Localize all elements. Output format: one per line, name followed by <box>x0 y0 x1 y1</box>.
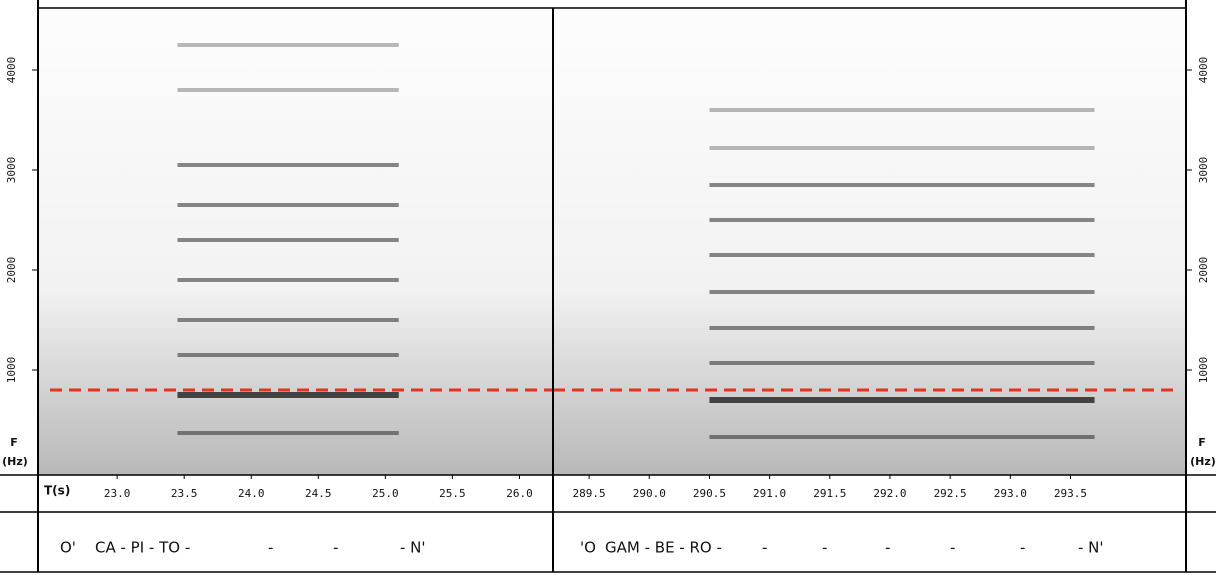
x-tick-label: 291.5 <box>813 487 846 500</box>
x-tick-label: 23.0 <box>104 487 131 500</box>
lyric: - N' <box>1078 539 1104 557</box>
y-tick-label: 1000 <box>1197 357 1210 384</box>
x-tick-label: 291.0 <box>753 487 786 500</box>
x-tick-label: 293.5 <box>1054 487 1087 500</box>
x-tick-label: 24.5 <box>305 487 332 500</box>
lyric: - N' <box>400 539 426 557</box>
lyric: - <box>950 539 955 557</box>
y-label: (Hz) <box>2 455 28 468</box>
y-tick-label: 1000 <box>5 357 18 384</box>
x-tick-label: 292.5 <box>934 487 967 500</box>
y-label: (Hz) <box>1190 455 1216 468</box>
y-label: F <box>1198 436 1206 449</box>
x-tick-label: 26.0 <box>506 487 533 500</box>
x-tick-label: 24.0 <box>238 487 265 500</box>
lyric: - <box>1020 539 1025 557</box>
y-tick-label: 2000 <box>5 257 18 284</box>
x-tick-label: 290.0 <box>633 487 666 500</box>
lyric: O' <box>60 539 76 557</box>
lyric: - <box>822 539 827 557</box>
x-tick-label: 290.5 <box>693 487 726 500</box>
y-label: F <box>10 436 18 449</box>
x-tick-label: 292.0 <box>873 487 906 500</box>
lyric: - <box>268 539 273 557</box>
lyric: - <box>333 539 338 557</box>
x-tick-label: 289.5 <box>573 487 606 500</box>
y-tick-label: 2000 <box>1197 257 1210 284</box>
x-tick-label: 25.0 <box>372 487 399 500</box>
x-tick-label: 25.5 <box>439 487 466 500</box>
lyric: - <box>762 539 767 557</box>
x-label: T(s) <box>44 484 70 498</box>
y-tick-label: 4000 <box>5 57 18 84</box>
x-tick-label: 23.5 <box>171 487 198 500</box>
x-tick-label: 293.0 <box>994 487 1027 500</box>
y-tick-label: 3000 <box>1197 157 1210 184</box>
y-tick-label: 4000 <box>1197 57 1210 84</box>
lyric: GAM - BE - RO - <box>605 539 722 557</box>
lyric: 'O <box>580 539 596 557</box>
lyric: - <box>885 539 890 557</box>
y-tick-label: 3000 <box>5 157 18 184</box>
lyric: CA - PI - TO - <box>95 539 190 557</box>
